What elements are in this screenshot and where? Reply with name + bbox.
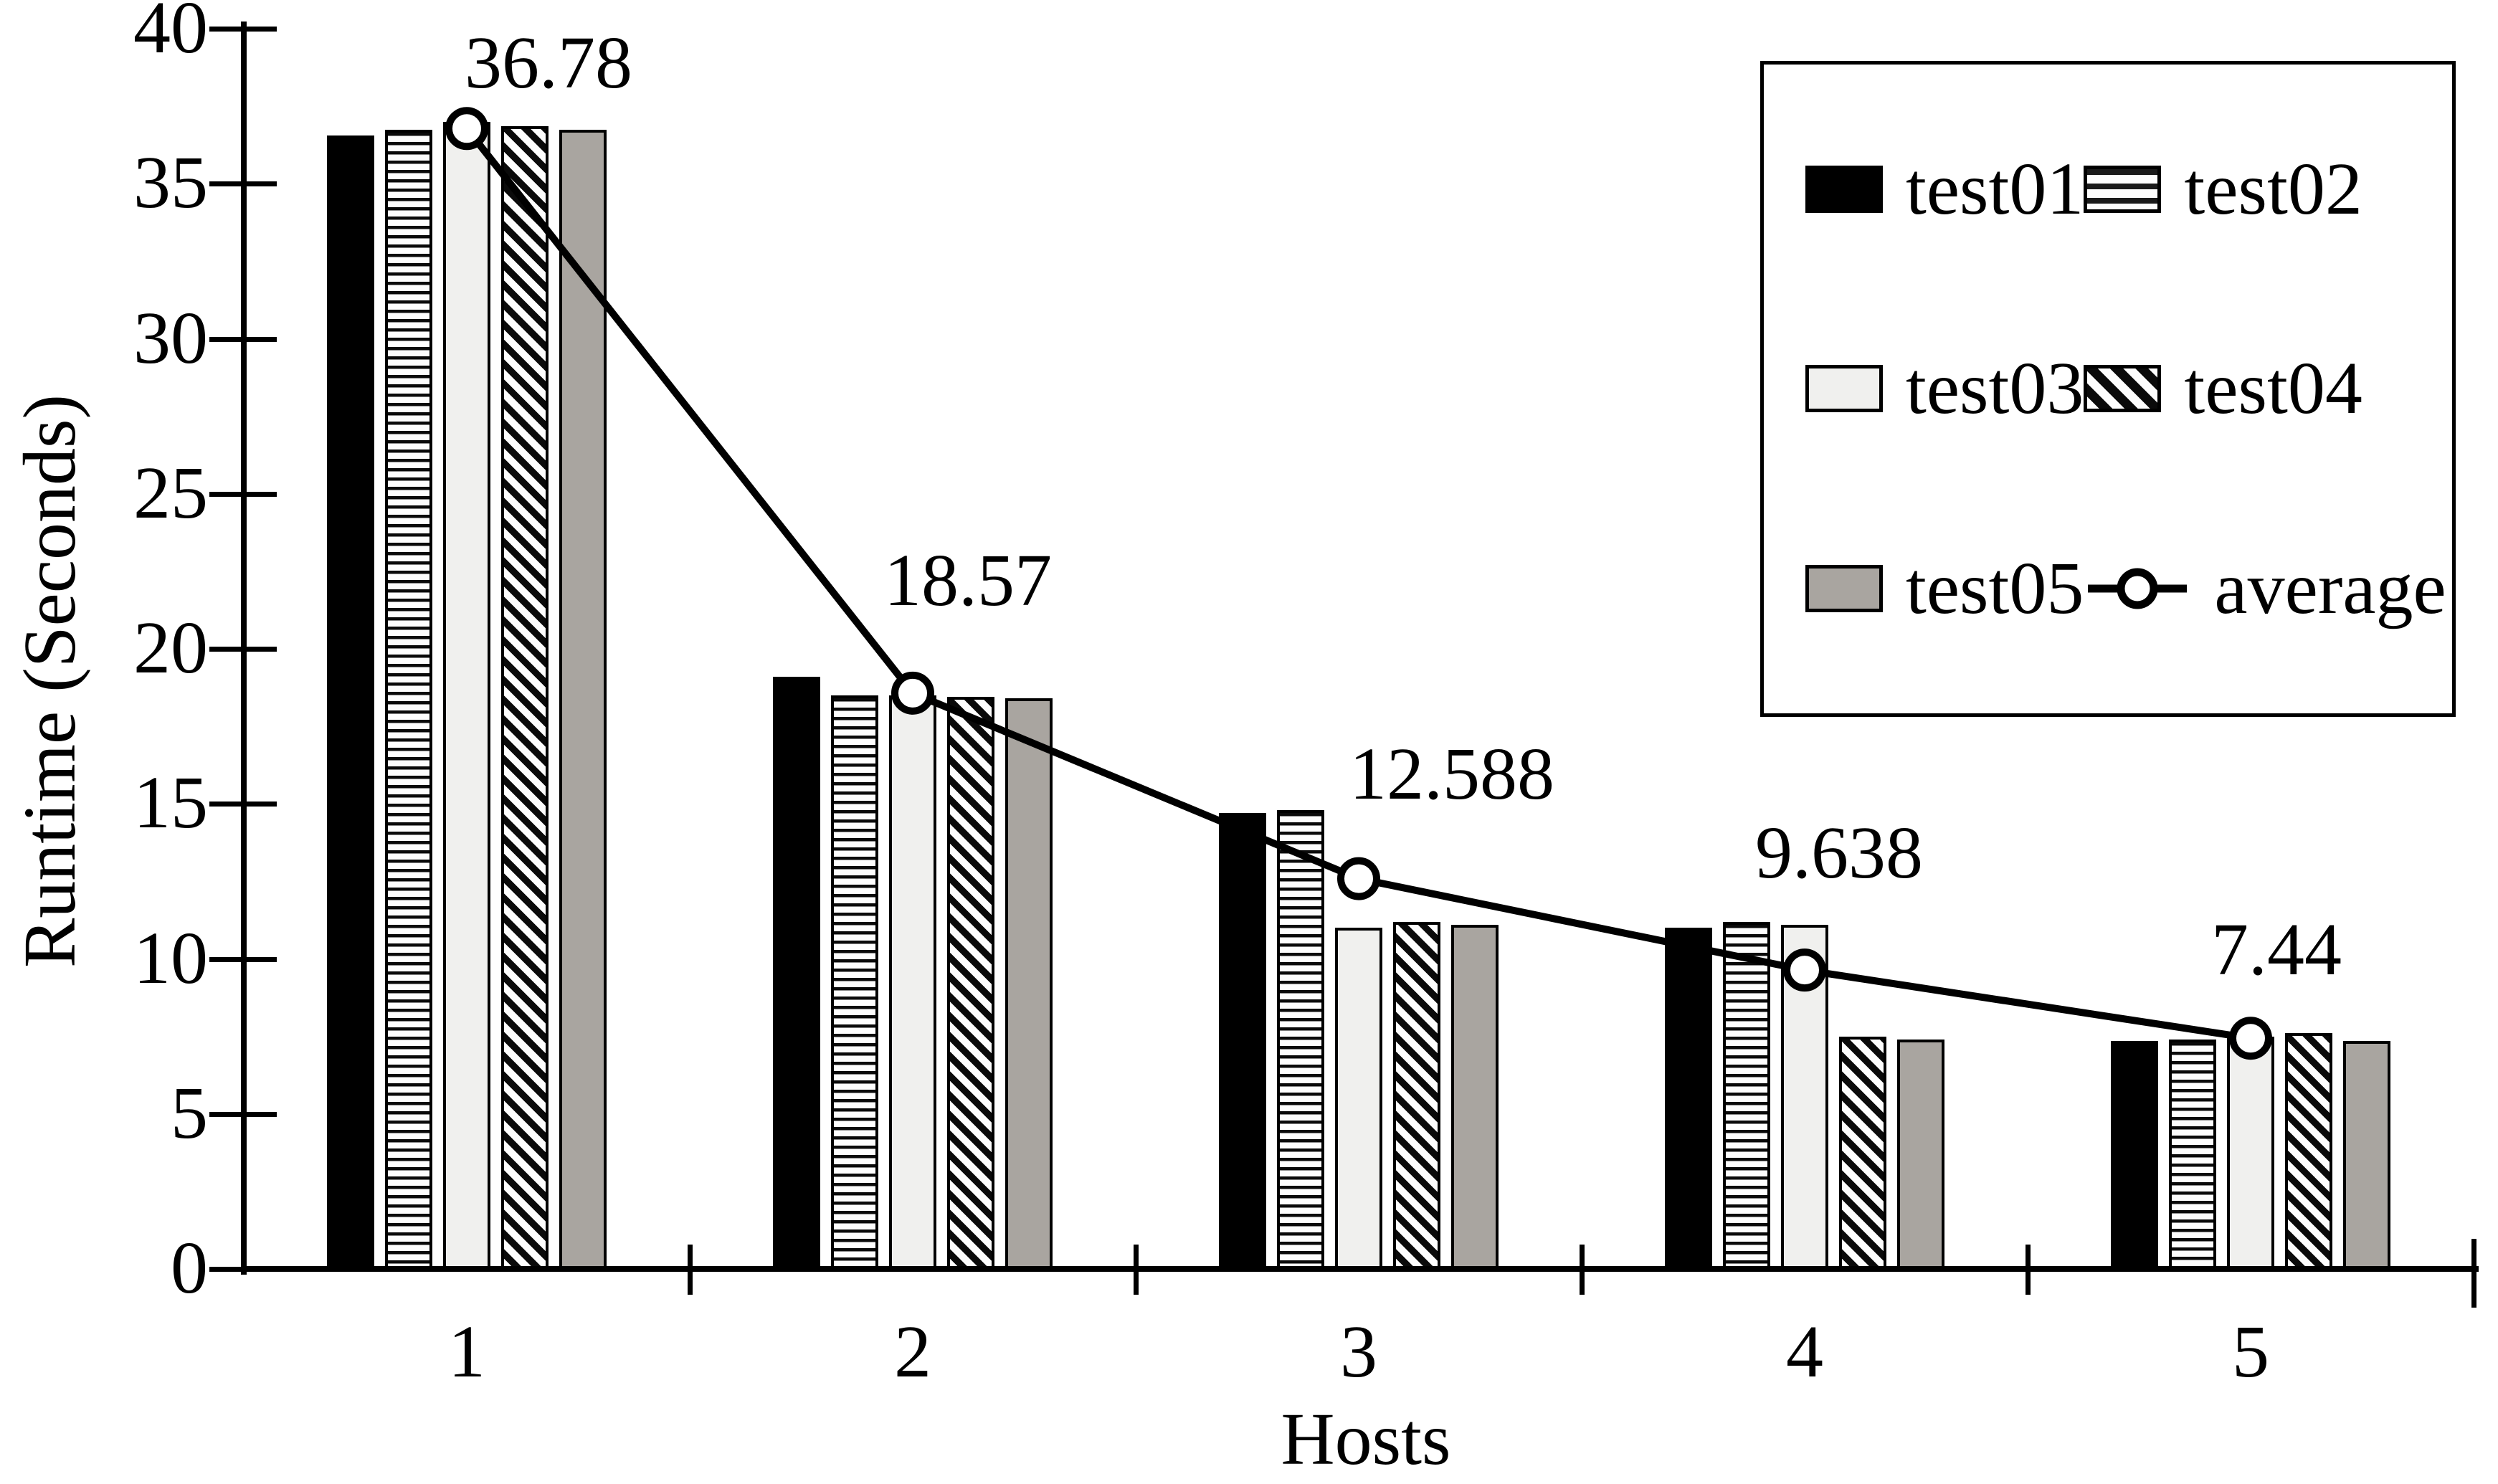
bar-test03-hosts-3 [1335,928,1382,1272]
legend-label-test04: test04 [2184,347,2362,430]
bar-test03-hosts-4 [1781,924,1828,1272]
x-tick-label-4: 4 [1786,1311,1823,1393]
legend-item-test03: test03 [1805,350,2084,427]
legend-item-test02: test02 [2084,151,2446,228]
y-tick-label-30: 30 [133,296,208,379]
y-tick-label-20: 20 [133,607,208,689]
bar-test05-hosts-1 [559,129,607,1272]
legend-label-test03: test03 [1906,347,2084,430]
bar-test03-hosts-1 [443,121,490,1272]
bar-test05-hosts-3 [1451,924,1499,1272]
bar-test03-hosts-2 [889,695,936,1272]
bar-test01-hosts-3 [1219,813,1266,1272]
x-tick [688,1245,693,1295]
legend: test01 test02 test03 test04 test05 avera… [1760,61,2456,717]
legend-label-average: average [2214,546,2446,629]
bar-test01-hosts-2 [773,676,820,1272]
y-tick-label-10: 10 [133,916,208,999]
x-tick-label-2: 2 [894,1311,931,1393]
x-tick [1134,1245,1139,1295]
bar-test05-hosts-4 [1897,1039,1944,1272]
bar-test01-hosts-4 [1665,928,1712,1272]
bar-test02-hosts-4 [1723,921,1770,1272]
y-tick-label-40: 40 [133,0,208,69]
y-tick-label-0: 0 [171,1227,208,1309]
average-value-label-hosts-4: 9.638 [1755,812,1923,895]
x-axis-title: Hosts [1281,1398,1451,1480]
bar-test04-hosts-4 [1839,1036,1886,1272]
bar-test05-hosts-5 [2343,1041,2390,1272]
legend-item-average: average [2084,546,2446,629]
legend-item-test01: test01 [1805,151,2084,228]
legend-swatch-test02 [2084,166,2162,214]
x-tick-label-1: 1 [448,1311,485,1393]
y-tick [209,1267,277,1272]
average-value-label-hosts-2: 18.57 [884,538,1052,622]
y-tick [209,647,277,652]
x-tick-label-5: 5 [2232,1311,2269,1393]
bar-test01-hosts-1 [327,135,374,1272]
bar-test04-hosts-3 [1393,921,1440,1272]
average-value-label-hosts-5: 7.44 [2211,908,2342,991]
x-axis-end-tick [2471,1239,2476,1308]
y-tick-label-25: 25 [133,451,208,534]
legend-item-test05: test05 [1805,546,2084,629]
average-value-label-hosts-1: 36.78 [465,22,632,105]
bar-test03-hosts-5 [2227,1036,2274,1272]
y-tick-label-15: 15 [133,761,208,845]
x-axis-line [241,1266,2479,1272]
bar-test04-hosts-5 [2285,1033,2332,1272]
legend-swatch-test03 [1805,365,1883,413]
legend-swatch-test04 [2084,365,2162,413]
legend-label-test01: test01 [1906,148,2084,231]
average-line-icon [2088,568,2188,609]
x-tick [1580,1245,1585,1295]
legend-swatch-test01 [1805,166,1883,214]
average-value-label-hosts-3: 12.588 [1349,732,1554,815]
y-tick [209,1111,277,1117]
bar-test05-hosts-2 [1005,698,1053,1272]
y-tick [209,27,277,32]
legend-label-test05: test05 [1906,546,2084,629]
legend-label-test02: test02 [2184,148,2362,231]
y-tick [209,491,277,497]
y-tick [209,336,277,342]
bar-test02-hosts-2 [831,695,878,1272]
legend-swatch-test05 [1805,564,1883,612]
bar-test02-hosts-1 [385,129,432,1272]
y-tick [209,181,277,187]
x-tick [2026,1245,2031,1295]
bar-test04-hosts-2 [947,697,994,1272]
legend-item-test04: test04 [2084,350,2446,427]
bar-test01-hosts-5 [2111,1041,2158,1272]
bar-test04-hosts-1 [501,126,548,1272]
y-axis-title: Runtime (Seconds) [9,394,91,969]
x-tick-label-3: 3 [1340,1311,1377,1393]
bar-test02-hosts-5 [2169,1039,2216,1272]
y-tick-label-5: 5 [171,1071,208,1154]
bar-test02-hosts-3 [1277,809,1324,1272]
y-tick [209,802,277,807]
y-tick [209,956,277,962]
y-tick-label-35: 35 [133,141,208,224]
